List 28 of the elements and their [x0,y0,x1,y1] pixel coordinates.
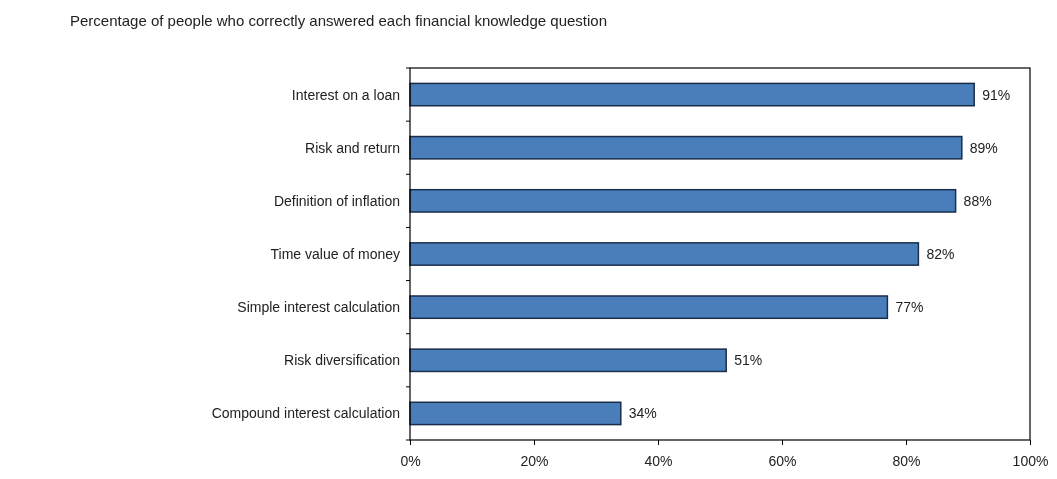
x-tick-label: 60% [768,453,797,470]
y-tick-label: Definition of inflation [273,192,400,209]
y-tick-label: Risk diversification [284,352,400,369]
data-label: 89% [969,139,998,156]
bar [409,401,622,426]
y-tick-label: Simple interest calculation [237,299,400,316]
data-label: 88% [963,192,992,209]
bar [409,242,920,266]
x-tick-label: 20% [520,453,549,470]
y-tick-label: Time value of money [270,246,400,262]
bar [409,348,727,373]
y-tick-label: Interest on a loan [291,86,400,103]
bar [409,295,889,320]
data-label: 51% [734,352,763,369]
x-tick-label: 40% [644,453,673,470]
bar [409,82,975,107]
bar [409,135,963,160]
x-tick-label: 100% [1012,453,1049,470]
data-label: 91% [982,86,1011,103]
bar [409,188,957,213]
chart-title: Percentage of people who correctly answered each financial knowledge question [70,12,608,29]
y-tick-label: Risk and return [305,139,400,156]
x-tick-label: 80% [892,453,921,470]
data-label: 82% [926,246,955,262]
y-tick-label: Compound interest calculation [211,405,400,422]
x-tick-label: 0% [400,453,421,470]
data-label: 77% [895,299,924,316]
data-label: 34% [628,405,657,422]
